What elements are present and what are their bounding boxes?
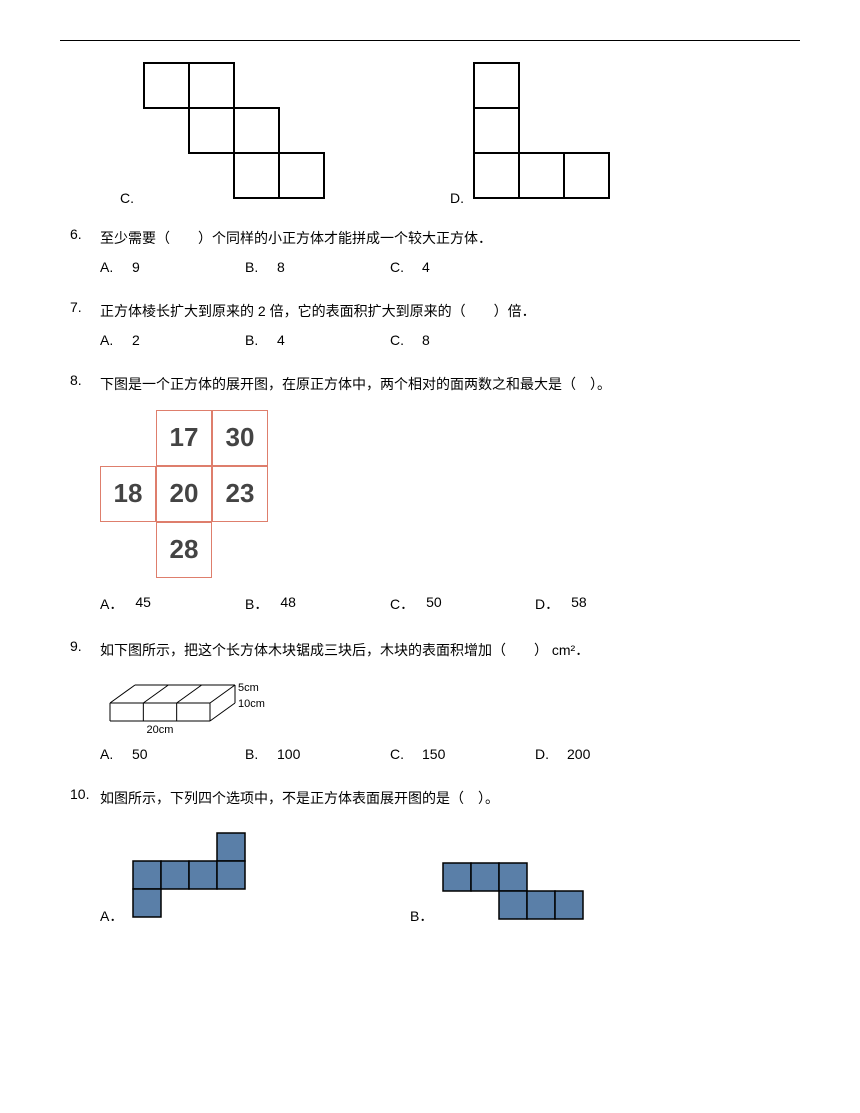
option: A. 50 <box>100 746 245 762</box>
option-label: C. <box>390 332 410 348</box>
option: B. 4 <box>245 332 390 348</box>
option: C. 4 <box>390 259 535 275</box>
svg-text:10cm: 10cm <box>238 698 265 710</box>
net-cell: 17 <box>156 410 212 466</box>
q6-number: 6. <box>70 226 82 242</box>
option-text: 4 <box>277 332 285 348</box>
net-cell: 18 <box>100 466 156 522</box>
q6-options: A. 9 B. 8 C. 4 <box>100 259 800 275</box>
q10-option-b: B． <box>410 861 591 926</box>
q10-label-a: A． <box>100 906 123 926</box>
q8-net-figure: 1730 18202328 <box>100 410 800 582</box>
option-label: C. <box>390 259 410 275</box>
option: A. 9 <box>100 259 245 275</box>
option-label: A. <box>100 746 120 762</box>
option-text: 50 <box>132 746 148 762</box>
q10-text: 如图所示，下列四个选项中，不是正方体表面展开图的是（ ）。 <box>100 786 800 811</box>
question-9: 9. 如下图所示，把这个长方体木块锯成三块后，木块的表面积增加（ ） cm²． … <box>60 638 800 762</box>
option: D． 58 <box>535 594 680 614</box>
option-label: A. <box>100 332 120 348</box>
figure-d-svg <box>472 61 622 206</box>
q9-cuboid-figure: 20cm 5cm 10cm <box>100 673 800 736</box>
option-label: D． <box>535 594 559 614</box>
option-label: B． <box>245 594 268 614</box>
q10-label-b: B． <box>410 906 433 926</box>
option-text: 8 <box>277 259 285 275</box>
option-label: B. <box>245 332 265 348</box>
q9-text: 如下图所示，把这个长方体木块锯成三块后，木块的表面积增加（ ） cm²． <box>100 638 800 663</box>
option-text: 4 <box>422 259 430 275</box>
option-label-d: D. <box>450 190 464 206</box>
svg-text:20cm: 20cm <box>147 724 174 733</box>
svg-text:5cm: 5cm <box>238 682 259 694</box>
option: B. 100 <box>245 746 390 762</box>
q7-text: 正方体棱长扩大到原来的 2 倍，它的表面积扩大到原来的（ ）倍． <box>100 299 800 324</box>
q9-number: 9. <box>70 638 82 654</box>
q10-option-a: A． <box>100 831 410 926</box>
question-8: 8. 下图是一个正方体的展开图，在原正方体中，两个相对的面两数之和最大是（ ）。… <box>60 372 800 613</box>
top-figures-row: C. D. <box>60 61 800 206</box>
option-text: 50 <box>426 594 442 614</box>
option: C. 150 <box>390 746 535 762</box>
figure-c-svg <box>142 61 332 206</box>
q10-number: 10. <box>70 786 89 802</box>
q8-net-container: 1730 18202328 <box>100 410 272 582</box>
net-cell: 23 <box>212 466 268 522</box>
option-label: C． <box>390 594 414 614</box>
q10-fig-b-svg <box>441 861 591 926</box>
option: B． 48 <box>245 594 390 614</box>
option-label: A． <box>100 594 123 614</box>
figure-c-block: C. <box>120 61 450 206</box>
q8-options: A． 45 B． 48 C． 50 D． 58 <box>100 594 800 614</box>
option: D. 200 <box>535 746 680 762</box>
option-label-c: C. <box>120 190 134 206</box>
net-cell: 28 <box>156 522 212 578</box>
q6-text: 至少需要（ ）个同样的小正方体才能拼成一个较大正方体． <box>100 226 800 251</box>
option-text: 8 <box>422 332 430 348</box>
q7-options: A. 2 B. 4 C. 8 <box>100 332 800 348</box>
question-6: 6. 至少需要（ ）个同样的小正方体才能拼成一个较大正方体． A. 9 B. 8 C. 4 <box>60 226 800 275</box>
question-7: 7. 正方体棱长扩大到原来的 2 倍，它的表面积扩大到原来的（ ）倍． A. 2 B… <box>60 299 800 348</box>
question-10: 10. 如图所示，下列四个选项中，不是正方体表面展开图的是（ ）。 A． B． <box>60 786 800 926</box>
option-label: B. <box>245 259 265 275</box>
option-label: D. <box>535 746 555 762</box>
q8-text: 下图是一个正方体的展开图，在原正方体中，两个相对的面两数之和最大是（ ）。 <box>100 372 800 397</box>
q9-options: A. 50 B. 100 C. 150 D. 200 <box>100 746 800 762</box>
q7-number: 7. <box>70 299 82 315</box>
option: C． 50 <box>390 594 535 614</box>
net-cell: 20 <box>156 466 212 522</box>
option-label: B. <box>245 746 265 762</box>
option-text: 45 <box>135 594 151 614</box>
net-cell: 30 <box>212 410 268 466</box>
option-label: C. <box>390 746 410 762</box>
option-text: 9 <box>132 259 140 275</box>
q10-nets-row: A． B． <box>100 831 800 926</box>
option-text: 2 <box>132 332 140 348</box>
option: A． 45 <box>100 594 245 614</box>
q9-cuboid-svg: 20cm 5cm 10cm <box>100 673 280 733</box>
option-label: A. <box>100 259 120 275</box>
option: A. 2 <box>100 332 245 348</box>
figure-d-block: D. <box>450 61 622 206</box>
q10-fig-a-svg <box>131 831 256 926</box>
option-text: 58 <box>571 594 587 614</box>
option-text: 150 <box>422 746 445 762</box>
option-text: 100 <box>277 746 300 762</box>
page-divider <box>60 40 800 41</box>
q8-number: 8. <box>70 372 82 388</box>
option-text: 200 <box>567 746 590 762</box>
option: B. 8 <box>245 259 390 275</box>
option: C. 8 <box>390 332 535 348</box>
option-text: 48 <box>280 594 296 614</box>
